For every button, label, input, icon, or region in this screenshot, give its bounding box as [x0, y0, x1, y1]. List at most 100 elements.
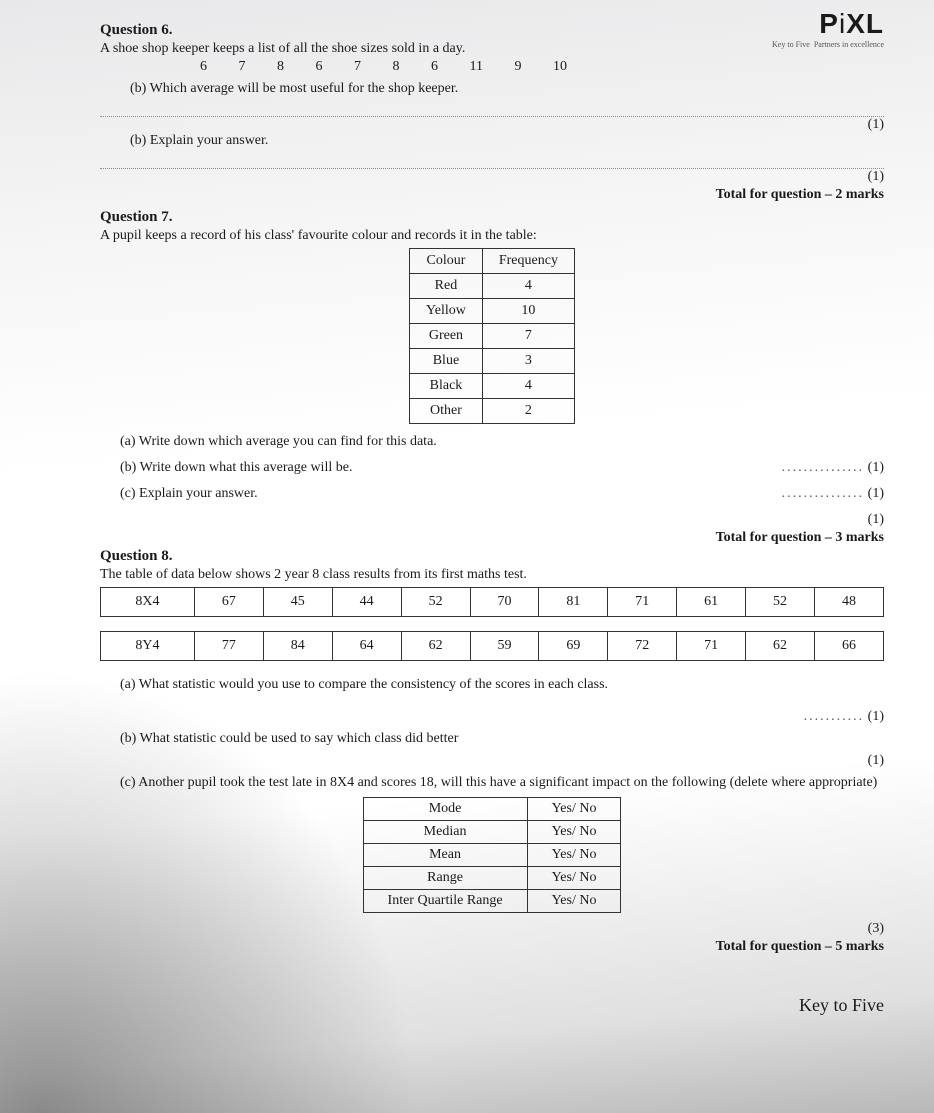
cell: 10 [482, 299, 574, 324]
logo-tag: Key to Five [772, 40, 810, 49]
q6-title: Question 6. [100, 22, 884, 39]
mark: ............... (1) [782, 460, 884, 476]
table-row: Other2 [410, 399, 575, 424]
cell: 66 [814, 632, 883, 661]
cell: Red [410, 274, 483, 299]
mark: ............... (1) [782, 486, 884, 502]
cell: Inter Quartile Range [363, 890, 527, 913]
table-row: Yellow10 [410, 299, 575, 324]
cell: 77 [194, 632, 263, 661]
q8-total: Total for question – 5 marks [100, 939, 884, 955]
logo-xl: XL [846, 8, 884, 39]
q7-intro: A pupil keeps a record of his class' fav… [100, 228, 884, 244]
q6-part-b1: (b) Which average will be most useful fo… [130, 81, 884, 97]
answer-line [100, 155, 884, 169]
q8-row1: 8X4 67 45 44 52 70 81 71 61 52 48 [100, 587, 884, 617]
cell: Mean [363, 844, 527, 867]
table-row: ModeYes/ No [363, 798, 621, 821]
q8-intro: The table of data below shows 2 year 8 c… [100, 567, 884, 583]
logo-sub: Partners in excellence [814, 40, 884, 49]
table-row: MeanYes/ No [363, 844, 621, 867]
cell: 62 [746, 632, 815, 661]
cell: Range [363, 867, 527, 890]
cell: 64 [332, 632, 401, 661]
table-row: Colour Frequency [410, 249, 575, 274]
table-row: Green7 [410, 324, 575, 349]
cell: 52 [401, 588, 470, 617]
q8-part-a: (a) What statistic would you use to comp… [120, 677, 884, 693]
table-row: 8X4 67 45 44 52 70 81 71 61 52 48 [101, 588, 884, 617]
dots: ............... [782, 486, 865, 501]
cell: Mode [363, 798, 527, 821]
q8-part-b: (b) What statistic could be used to say … [120, 731, 884, 747]
q6-total: Total for question – 2 marks [100, 187, 884, 203]
cell: Yellow [410, 299, 483, 324]
table-row: Blue3 [410, 349, 575, 374]
q8-mark-a: ........... (1) [100, 709, 884, 725]
q8-mark-b: (1) [100, 753, 884, 769]
cell: Yes/ No [527, 890, 621, 913]
cell: 7 [482, 324, 574, 349]
cell: 52 [746, 588, 815, 617]
cell: 71 [677, 632, 746, 661]
q6-sizes: 6 7 8 6 7 8 6 11 9 10 [200, 59, 884, 75]
q6-intro: A shoe shop keeper keeps a list of all t… [100, 41, 884, 57]
q8-mark-c: (3) [100, 921, 884, 937]
q7-part-b: (b) Write down what this average will be… [120, 460, 782, 476]
logo-text: PiXL [772, 8, 884, 40]
mark-val: (1) [868, 709, 884, 724]
cell: Blue [410, 349, 483, 374]
cell: 61 [677, 588, 746, 617]
mark-val: (1) [868, 460, 884, 475]
q7-line-b: (b) Write down what this average will be… [100, 460, 884, 476]
cell: Other [410, 399, 483, 424]
table-row: RangeYes/ No [363, 867, 621, 890]
cell: 3 [482, 349, 574, 374]
cell: 70 [470, 588, 539, 617]
cell: 8X4 [101, 588, 195, 617]
cell: 71 [608, 588, 677, 617]
q6-part-b2: (b) Explain your answer. [130, 133, 884, 149]
table-row: 8Y4 77 84 64 62 59 69 72 71 62 66 [101, 632, 884, 661]
q7-line-c: (c) Explain your answer. ...............… [100, 486, 884, 502]
page-footer: Key to Five [100, 995, 884, 1016]
cell: Green [410, 324, 483, 349]
cell: 48 [814, 588, 883, 617]
q8-row2: 8Y4 77 84 64 62 59 69 72 71 62 66 [100, 631, 884, 661]
q7-table: Colour Frequency Red4 Yellow10 Green7 Bl… [409, 248, 575, 424]
col-header: Colour [410, 249, 483, 274]
cell: Yes/ No [527, 798, 621, 821]
cell: 69 [539, 632, 608, 661]
q7-total: Total for question – 3 marks [100, 530, 884, 546]
cell: 67 [194, 588, 263, 617]
cell: 4 [482, 374, 574, 399]
table-row: Inter Quartile RangeYes/ No [363, 890, 621, 913]
q8-yesno-table: ModeYes/ No MedianYes/ No MeanYes/ No Ra… [363, 797, 622, 913]
worksheet-page: PiXL Key to Five Partners in excellence … [0, 0, 934, 1113]
cell: Yes/ No [527, 867, 621, 890]
cell: 72 [608, 632, 677, 661]
cell: 59 [470, 632, 539, 661]
table-row: Red4 [410, 274, 575, 299]
table-row: MedianYes/ No [363, 821, 621, 844]
dots: ............... [782, 460, 865, 475]
cell: 45 [263, 588, 332, 617]
cell: Yes/ No [527, 844, 621, 867]
table-row: Black4 [410, 374, 575, 399]
logo: PiXL Key to Five Partners in excellence [772, 8, 884, 49]
dots: ........... [804, 709, 865, 724]
q6-mark1: (1) [100, 117, 884, 133]
cell: Yes/ No [527, 821, 621, 844]
col-header: Frequency [482, 249, 574, 274]
q7-part-a: (a) Write down which average you can fin… [120, 434, 884, 450]
q7-title: Question 7. [100, 209, 884, 226]
q6-mark2: (1) [100, 169, 884, 185]
cell: Median [363, 821, 527, 844]
logo-p: P [819, 8, 839, 39]
cell: 44 [332, 588, 401, 617]
q8-part-c: (c) Another pupil took the test late in … [120, 775, 884, 791]
cell: 8Y4 [101, 632, 195, 661]
q7-part-c: (c) Explain your answer. [120, 486, 782, 502]
cell: 81 [539, 588, 608, 617]
cell: 4 [482, 274, 574, 299]
